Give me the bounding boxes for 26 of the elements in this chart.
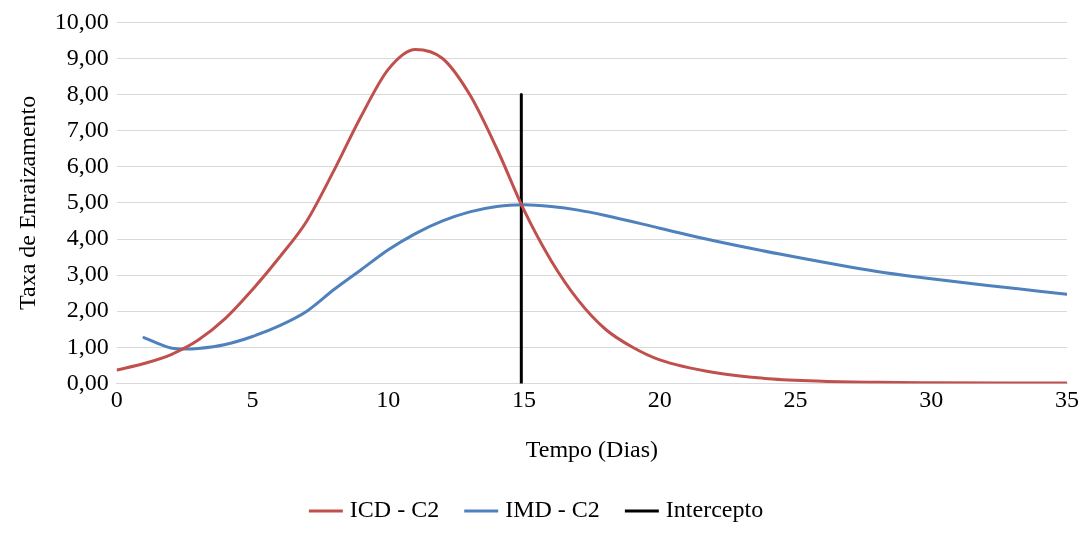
y-tick-label: 6,00 [66,152,109,179]
line-series [116,47,1067,384]
y-tick-label: 8,00 [66,79,109,106]
y-tick-label: 7,00 [66,116,109,142]
x-tick-label: 35 [1055,386,1079,413]
y-tick-label: 4,00 [66,224,109,251]
x-tick-label: 20 [647,386,672,413]
y-tick-label: 9,00 [66,43,109,70]
y-tick-label: 10,00 [54,7,109,34]
x-tick-label: 10 [376,386,401,413]
x-axis-title: Tempo (Dias) [525,435,659,462]
x-tick-label: 5 [246,386,259,413]
legend-label: ICD - C2 [349,496,440,523]
legend-label: IMD - C2 [505,496,600,523]
y-tick-label: 5,00 [66,188,109,215]
line-series [142,203,1067,351]
y-tick-label: 3,00 [66,260,109,287]
x-tick-label: 0 [110,386,123,413]
y-tick-label: 0,00 [66,368,109,395]
y-axis-title: Taxa de Enraizamento [13,95,40,311]
y-tick-label: 1,00 [66,332,109,359]
x-tick-label: 15 [512,386,537,413]
x-tick-label: 25 [783,386,808,413]
y-tick-label: 2,00 [66,296,109,323]
legend-label: Intercepto [665,496,764,523]
x-tick-label: 30 [919,386,944,413]
